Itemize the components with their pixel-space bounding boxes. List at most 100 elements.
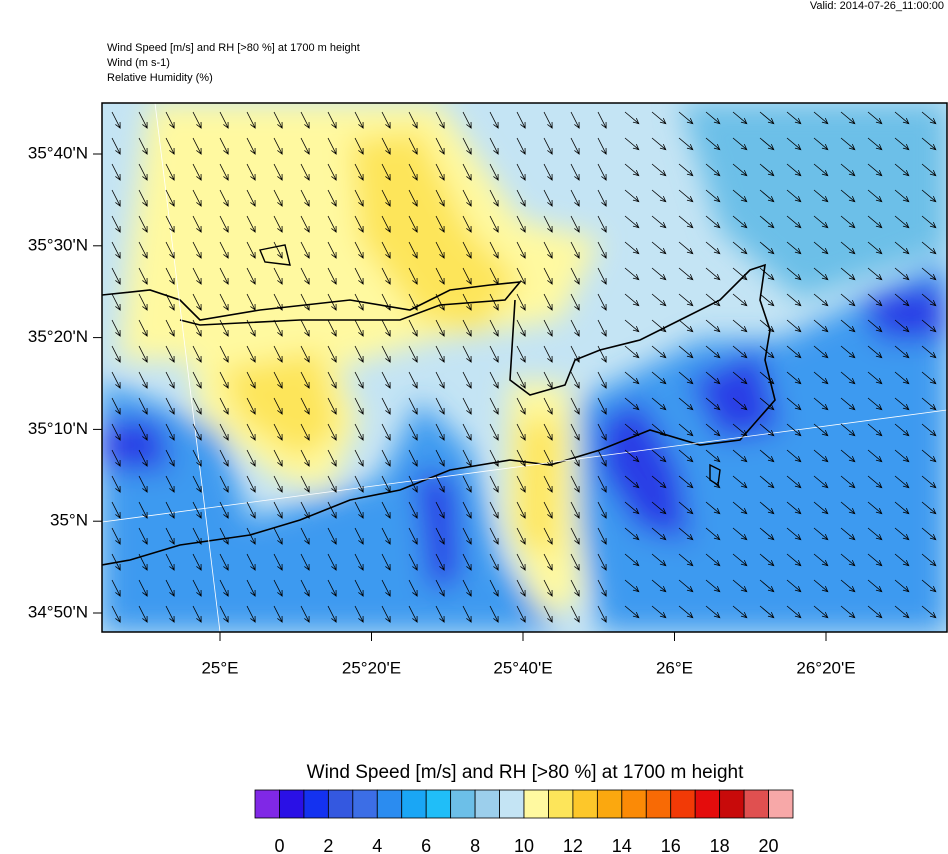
wind-arrow (489, 137, 499, 155)
wind-arrow (786, 267, 802, 281)
wind-arrow (381, 397, 391, 415)
wind-arrow (651, 605, 667, 619)
wind-arrow (894, 267, 910, 281)
wind-arrow (786, 423, 802, 437)
wind-arrow (570, 397, 580, 415)
wind-arrow (273, 475, 283, 493)
wind-arrow (246, 163, 256, 181)
wind-arrow (732, 345, 748, 359)
wind-arrow (489, 605, 499, 623)
wind-arrow (381, 475, 391, 493)
wind-arrow (786, 579, 802, 593)
wind-arrow (624, 605, 640, 619)
wind-arrow (786, 527, 802, 541)
wind-arrow (219, 111, 229, 129)
wind-arrow (273, 397, 283, 415)
wind-arrow (786, 215, 802, 229)
wind-arrow (867, 579, 883, 593)
wind-arrow (894, 553, 910, 567)
wind-arrow (678, 501, 694, 515)
wind-arrow (354, 215, 364, 233)
wind-arrow (705, 449, 721, 463)
wind-arrow (651, 475, 667, 489)
wind-arrow (516, 189, 526, 207)
wind-arrow (435, 163, 445, 181)
wind-arrow (327, 215, 337, 233)
wind-arrow (678, 111, 694, 125)
wind-arrow (570, 501, 580, 519)
wind-arrow (894, 137, 910, 151)
wind-arrow (435, 345, 445, 363)
wind-arrow (489, 345, 499, 363)
colorbar-swatch (450, 789, 476, 819)
wind-arrow (165, 345, 175, 363)
colorbar-swatch (743, 789, 769, 819)
wind-arrow (273, 579, 283, 597)
wind-arrow (624, 423, 640, 437)
wind-arrow (489, 163, 499, 181)
wind-arrow (300, 267, 310, 285)
wind-arrow (651, 111, 667, 125)
wind-arrow (759, 605, 775, 619)
wind-arrow (300, 293, 310, 311)
wind-arrow (840, 111, 856, 125)
wind-arrow (273, 215, 283, 233)
wind-arrow (516, 579, 526, 597)
colorbar-label: 14 (612, 836, 632, 854)
wind-arrow (786, 293, 802, 307)
wind-arrow (597, 397, 607, 415)
wind-arrow (759, 319, 775, 333)
wind-arrow (786, 605, 802, 619)
wind-arrow (354, 579, 364, 597)
wind-arrow (111, 189, 121, 207)
wind-arrow (867, 345, 883, 359)
wind-arrow (921, 241, 937, 255)
wind-arrow (597, 163, 607, 181)
wind-arrow (435, 527, 445, 545)
wind-arrow (381, 293, 391, 311)
wind-arrow (489, 449, 499, 467)
wind-arrow (543, 345, 553, 363)
wind-arrow (759, 527, 775, 541)
wind-arrow (165, 137, 175, 155)
wind-arrow (435, 423, 445, 441)
wind-arrow (543, 553, 553, 571)
wind-arrow (543, 397, 553, 415)
wind-arrow (732, 137, 748, 151)
wind-arrow (867, 553, 883, 567)
wind-arrow (651, 371, 667, 385)
wind-arrow (111, 423, 121, 441)
wind-arrow (867, 527, 883, 541)
wind-arrow (435, 137, 445, 155)
wind-arrow (354, 163, 364, 181)
wind-arrow (840, 267, 856, 281)
wind-arrow (705, 475, 721, 489)
lat-label: 35°N (50, 511, 88, 530)
wind-arrow (408, 293, 418, 311)
wind-arrow (759, 137, 775, 151)
wind-arrow (732, 449, 748, 463)
wind-arrow (381, 163, 391, 181)
wind-arrow (435, 371, 445, 389)
colorbar-swatch (621, 789, 647, 819)
wind-arrow (381, 527, 391, 545)
wind-arrow (678, 137, 694, 151)
wind-arrow (678, 449, 694, 463)
colorbar-swatch (548, 789, 574, 819)
wind-arrow (165, 527, 175, 545)
wind-arrow (354, 267, 364, 285)
wind-arrow (543, 371, 553, 389)
wind-arrow (327, 163, 337, 181)
wind-arrow (165, 241, 175, 259)
wind-arrow (246, 449, 256, 467)
wind-arrow (381, 605, 391, 623)
wind-arrow (786, 163, 802, 177)
wind-arrow (570, 345, 580, 363)
wind-arrow (489, 267, 499, 285)
wind-arrow (192, 501, 202, 519)
wind-arrow (732, 397, 748, 411)
colorbar-label: 20 (759, 836, 779, 854)
wind-arrow (543, 319, 553, 337)
wind-arrow (867, 267, 883, 281)
